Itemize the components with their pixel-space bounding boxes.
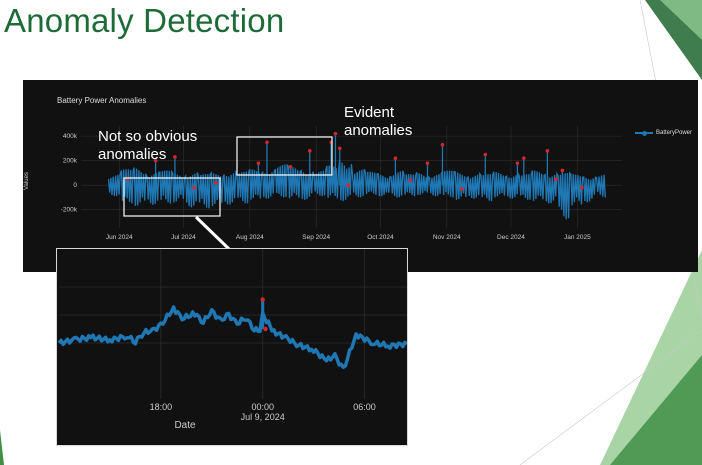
- anomaly-point: [333, 131, 338, 136]
- anomaly-point: [153, 158, 158, 163]
- zoom-series-batterypower-line: [57, 305, 407, 370]
- main-y-tick-label: 0: [73, 182, 77, 189]
- main-x-tick-label: Jun 2024: [106, 234, 133, 241]
- main-x-tick-label: Nov 2024: [433, 234, 461, 241]
- legend-entry-batterypower: BatteryPower: [656, 130, 693, 136]
- anomaly-point: [126, 177, 130, 181]
- zoom-x-tick-sublabel: Jul 9, 2024: [241, 412, 285, 422]
- anomaly-point: [173, 155, 177, 159]
- right-dark-triangle: [610, 355, 702, 465]
- anomaly-point: [329, 140, 333, 145]
- main-x-tick-label: Dec 2024: [497, 234, 525, 241]
- anomaly-point: [440, 142, 445, 147]
- anomaly-point: [483, 152, 488, 157]
- anomaly-point: [554, 177, 558, 181]
- anomaly-point: [393, 156, 398, 161]
- top-right-light-triangle: [660, 0, 702, 40]
- legend-swatch: [635, 130, 653, 136]
- anomaly-point: [337, 146, 342, 151]
- main-x-tick-label: Jul 2024: [171, 234, 196, 241]
- main-x-tick-label: Jan 2025: [564, 234, 591, 241]
- annotation-evident-line2: anomalies: [344, 122, 413, 139]
- anomaly-point: [213, 180, 218, 185]
- anomaly-point: [408, 178, 413, 183]
- annotation-not-obvious-line2: anomalies: [98, 146, 167, 163]
- zoom-x-tick-label: 18:00: [150, 402, 173, 412]
- legend[interactable]: BatteryPower: [635, 130, 692, 136]
- anomaly-point: [425, 161, 430, 165]
- zoom-x-tick-label: 00:00: [251, 402, 274, 412]
- left-green-sliver: [0, 430, 4, 465]
- anomaly-point: [545, 149, 550, 153]
- main-x-tick-label: Sep 2024: [302, 234, 330, 241]
- anomaly-point: [265, 140, 269, 145]
- zoom-x-axis-label: Date: [174, 420, 196, 431]
- zoom-chart-panel: 18:00 00:00 Jul 9, 2024 06:00 Date: [56, 248, 408, 446]
- annotation-not-obvious: Not so obvious anomalies: [98, 128, 197, 164]
- main-y-tick-label: 200k: [63, 158, 78, 165]
- anomaly-point: [515, 161, 520, 165]
- main-x-tick-label: Oct 2024: [367, 234, 394, 241]
- main-y-tick-label: -200k: [61, 207, 78, 214]
- zoom-anomaly-point: [263, 326, 268, 332]
- anomaly-point: [346, 183, 351, 187]
- series-batterypower-line: [107, 160, 606, 220]
- anomaly-point: [579, 185, 584, 190]
- anomaly-point: [560, 168, 565, 173]
- slide-title: Anomaly Detection: [4, 2, 285, 39]
- anomaly-point: [192, 185, 196, 190]
- annotation-evident: Evident anomalies: [344, 104, 412, 140]
- main-chart-panel: Battery Power Anomalies Values BatteryPo…: [23, 80, 698, 272]
- anomaly-point: [307, 149, 312, 153]
- annotation-not-obvious-line1: Not so obvious: [98, 128, 198, 145]
- main-y-tick-label: 400k: [63, 133, 78, 140]
- annotation-evident-line1: Evident: [344, 104, 395, 121]
- main-x-tick-label: Aug 2024: [236, 234, 264, 241]
- main-chart-title: Battery Power Anomalies: [57, 96, 147, 105]
- anomaly-point: [522, 156, 526, 161]
- anomaly-point: [288, 165, 293, 169]
- zoom-x-tick-label: 06:00: [353, 402, 376, 412]
- anomaly-point: [459, 187, 464, 191]
- decor-line-2: [519, 329, 702, 465]
- zoom-anomaly-point: [260, 297, 265, 302]
- anomaly-point: [256, 161, 261, 165]
